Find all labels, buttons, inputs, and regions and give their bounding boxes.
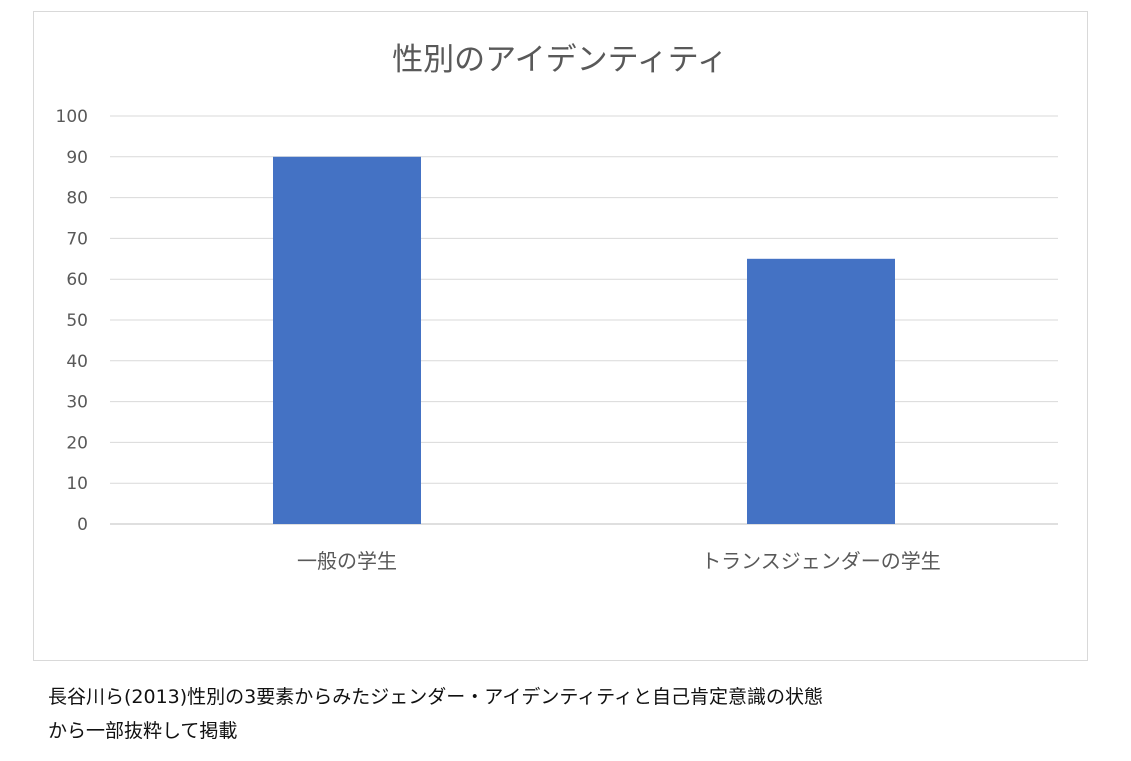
- y-axis-ticks: 0 10 20 30 40 50 60 70 80 90 100: [56, 107, 88, 535]
- y-tick-label: 40: [66, 352, 88, 372]
- y-tick-label: 10: [66, 474, 88, 494]
- x-axis-labels: 一般の学生 トランスジェンダーの学生: [297, 549, 941, 573]
- y-tick-label: 0: [77, 515, 88, 535]
- y-tick-label: 100: [56, 107, 88, 127]
- y-tick-label: 20: [66, 433, 88, 453]
- y-tick-label: 70: [66, 229, 88, 249]
- y-tick-label: 90: [66, 148, 88, 168]
- caption-line-2: から一部抜粋して掲載: [48, 720, 238, 742]
- caption-line-1: 長谷川ら(2013)性別の3要素からみたジェンダー・アイデンティティと自己肯定意…: [48, 686, 824, 708]
- y-tick-label: 80: [66, 189, 88, 209]
- y-tick-label: 30: [66, 393, 88, 413]
- bar: [747, 258, 895, 524]
- figure-caption: 長谷川ら(2013)性別の3要素からみたジェンダー・アイデンティティと自己肯定意…: [48, 680, 1108, 748]
- x-tick-label: トランスジェンダーの学生: [701, 549, 941, 573]
- bar-chart: 性別のアイデンティティ 0 10 20 30 40 50 60 70 80 90 100 一般の学生…: [56, 42, 1058, 573]
- y-tick-label: 60: [66, 270, 88, 290]
- bar: [273, 156, 421, 525]
- chart-title: 性別のアイデンティティ: [392, 42, 728, 78]
- gridlines: [110, 115, 1058, 525]
- y-tick-label: 50: [66, 311, 88, 331]
- x-tick-label: 一般の学生: [297, 549, 397, 573]
- chart-frame: [33, 11, 1088, 661]
- bars: [273, 156, 895, 525]
